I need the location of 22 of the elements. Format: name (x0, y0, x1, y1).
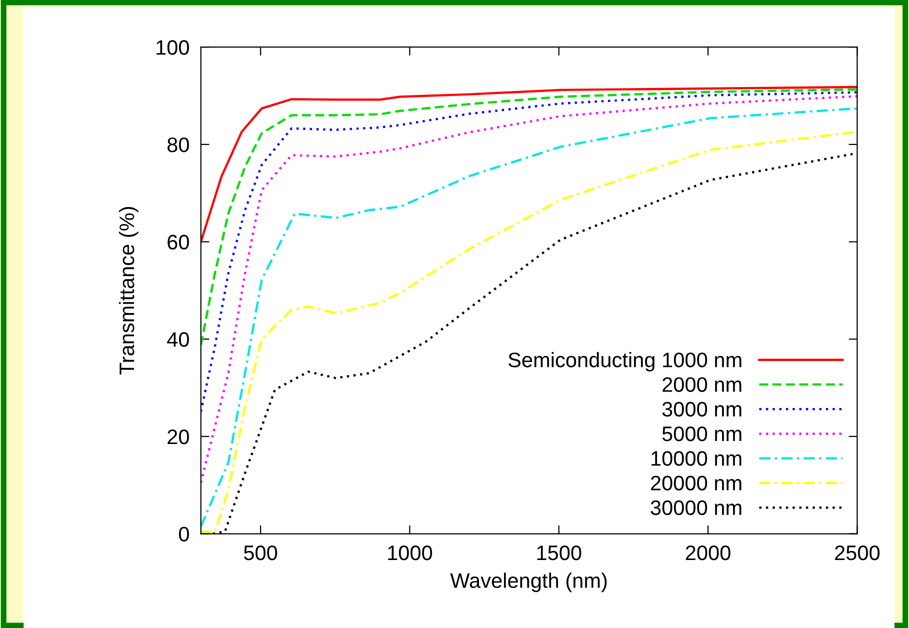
line-series (200, 88, 858, 346)
x-axis-title: Wavelength (nm) (450, 572, 607, 592)
y-tick-label: 20 (168, 429, 189, 444)
legend-label: 10000 nm (652, 451, 742, 466)
legend-label: 20000 nm (651, 476, 742, 490)
x-tick-label: 1500 (537, 545, 582, 560)
legend-label: Semiconducting 1000 nm (508, 352, 742, 372)
y-tick-label: 60 (168, 234, 189, 250)
x-tick-label: 2500 (835, 545, 880, 560)
y-tick-label: 0 (179, 526, 189, 542)
legend-label: 2000 nm (662, 377, 742, 392)
y-tick-label: 100 (156, 40, 189, 55)
x-tick-label: 500 (244, 545, 278, 560)
x-tick-label: 1000 (388, 545, 432, 560)
legend-label: 5000 nm (662, 426, 742, 442)
legend-label: 30000 nm (650, 500, 742, 516)
line-series (200, 86, 858, 243)
y-tick-label: 80 (168, 137, 189, 152)
y-axis-title: Transmittance (%) (118, 207, 138, 375)
y-tick-label: 40 (167, 332, 189, 347)
legend-label: 3000 nm (662, 402, 742, 417)
x-tick-label: 2000 (686, 545, 730, 560)
